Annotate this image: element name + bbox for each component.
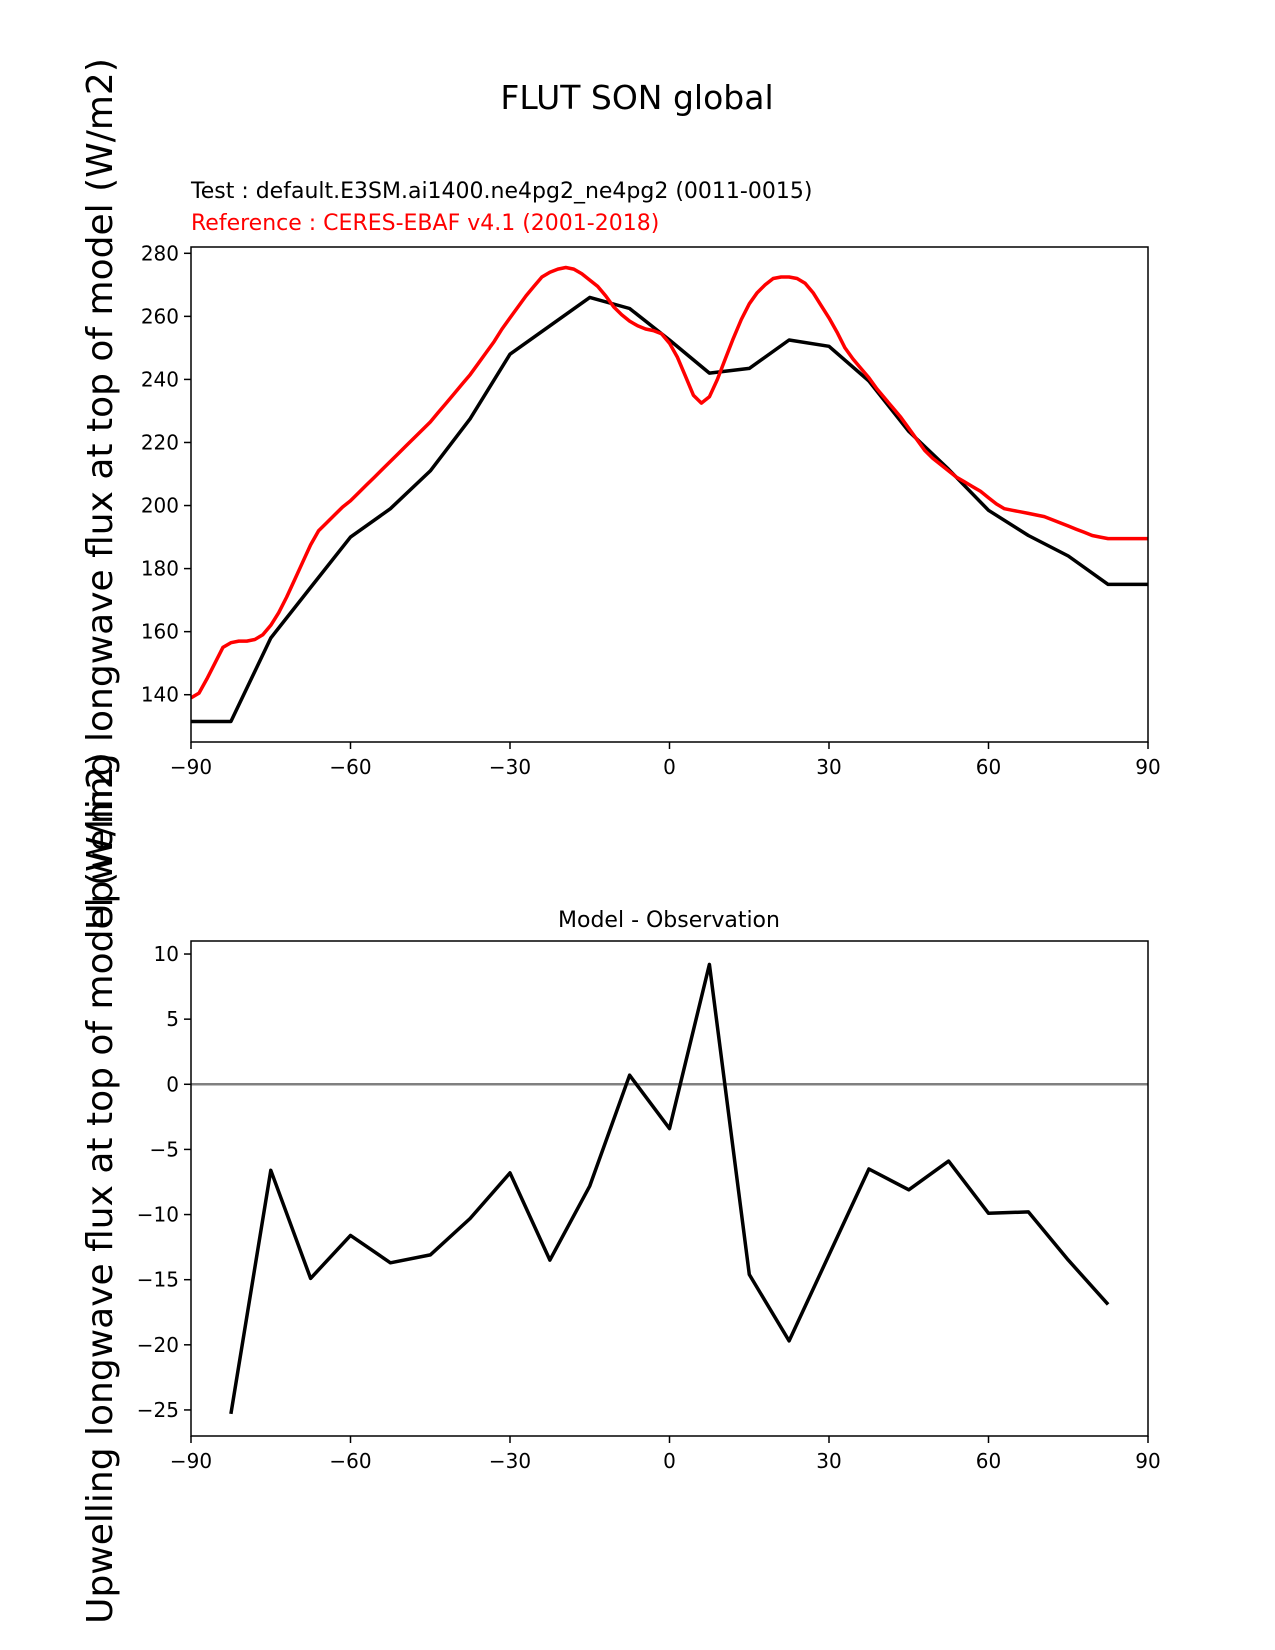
top-y-tick-label: 280 xyxy=(141,241,179,265)
diff-y-tick-label: −5 xyxy=(150,1137,179,1161)
top-plot: −90 −60 −30 0 30 60 90 140 160 180 200 220 240 260 28… xyxy=(141,241,1161,779)
test-label: Test : default.E3SM.ai1400.ne4pg2_ne4pg2… xyxy=(190,179,812,204)
diff-plot: −90 −60 −30 0 30 60 90 −25 −20 −15 −10 −5 0 5 10 xyxy=(137,940,1161,1473)
diff-plot-title: Model - Observation xyxy=(558,908,780,933)
diff-series-difference-line xyxy=(229,962,1110,1415)
diff-y-tick-label: −15 xyxy=(137,1268,179,1292)
diff-plot-series-layer xyxy=(191,962,1148,1415)
top-plot-x-ticks: −90 −60 −30 0 30 60 90 xyxy=(170,742,1161,779)
top-x-tick-label: −30 xyxy=(489,755,531,779)
top-plot-y-ticks: 140 160 180 200 220 240 260 280 xyxy=(141,241,191,707)
top-y-tick-label: 260 xyxy=(141,304,179,328)
top-x-tick-label: 60 xyxy=(976,755,1001,779)
diff-x-tick-label: 90 xyxy=(1135,1449,1160,1473)
top-y-tick-label: 240 xyxy=(141,367,179,391)
top-y-tick-label: 160 xyxy=(141,620,179,644)
diff-y-tick-label: 5 xyxy=(166,1007,179,1031)
diff-x-tick-label: 60 xyxy=(976,1449,1001,1473)
top-y-tick-label: 180 xyxy=(141,557,179,581)
diff-y-tick-label: −25 xyxy=(137,1398,179,1422)
top-y-tick-label: 140 xyxy=(141,683,179,707)
diff-y-tick-label: −10 xyxy=(137,1203,179,1227)
diff-y-tick-label: −20 xyxy=(137,1333,179,1357)
reference-label: Reference : CERES-EBAF v4.1 (2001-2018) xyxy=(191,211,659,236)
diff-x-tick-label: 30 xyxy=(816,1449,841,1473)
diff-y-tick-label: 10 xyxy=(154,942,179,966)
diff-x-tick-label: −60 xyxy=(329,1449,371,1473)
figure-title: FLUT SON global xyxy=(500,78,773,117)
top-series-reference-line xyxy=(190,265,1148,700)
top-x-tick-label: 0 xyxy=(663,755,676,779)
top-series-test-line xyxy=(191,295,1148,724)
diff-x-tick-label: −30 xyxy=(489,1449,531,1473)
top-x-tick-label: 90 xyxy=(1135,755,1160,779)
top-x-tick-label: −90 xyxy=(170,755,212,779)
top-plot-y-axis-label: Upwelling longwave flux at top of model … xyxy=(80,58,121,930)
top-plot-frame xyxy=(190,246,1149,743)
diff-plot-frame xyxy=(190,940,1149,1437)
diff-plot-y-axis-label: Upwelling longwave flux at top of model … xyxy=(80,752,121,1624)
top-x-tick-label: 30 xyxy=(816,755,841,779)
diff-x-tick-label: 0 xyxy=(663,1449,676,1473)
top-plot-series-layer xyxy=(190,265,1148,724)
top-x-tick-label: −60 xyxy=(329,755,371,779)
diff-x-tick-label: −90 xyxy=(170,1449,212,1473)
diff-plot-y-ticks: −25 −20 −15 −10 −5 0 5 10 xyxy=(137,942,191,1422)
top-y-tick-label: 220 xyxy=(141,430,179,454)
top-y-tick-label: 200 xyxy=(141,494,179,518)
diff-plot-x-ticks: −90 −60 −30 0 30 60 90 xyxy=(170,1436,1161,1473)
diff-y-tick-label: 0 xyxy=(166,1072,179,1096)
